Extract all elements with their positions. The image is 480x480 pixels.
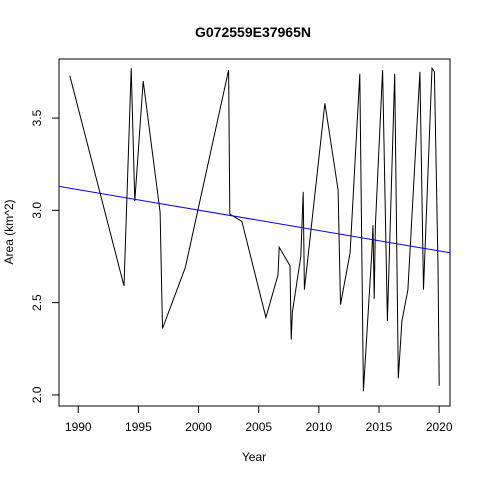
- x-tick-label: 1990: [65, 420, 92, 434]
- x-tick-label: 2020: [426, 420, 453, 434]
- plot-area: [58, 66, 451, 392]
- x-tick-label: 2005: [245, 420, 272, 434]
- y-axis: 2.0 2.5 3.0 3.5: [30, 109, 59, 403]
- x-tick-label: 2000: [185, 420, 212, 434]
- x-tick-label: 2010: [306, 420, 333, 434]
- y-tick-label: 2.5: [30, 294, 44, 311]
- y-tick-label: 3.5: [30, 109, 44, 126]
- y-axis-label: Area (km^2): [2, 200, 16, 265]
- x-axis-label: Year: [242, 450, 266, 464]
- trend-line: [58, 185, 451, 254]
- chart-title: G072559E37965N: [195, 24, 311, 40]
- y-tick-label: 2.0: [30, 386, 44, 403]
- x-axis: 1990 1995 2000 2005 2010 2015 2020: [65, 406, 453, 434]
- x-tick-label: 2015: [366, 420, 393, 434]
- series-line: [69, 66, 440, 392]
- x-tick-label: 1995: [125, 420, 152, 434]
- plot-box: [58, 58, 451, 407]
- y-tick-label: 3.0: [30, 202, 44, 219]
